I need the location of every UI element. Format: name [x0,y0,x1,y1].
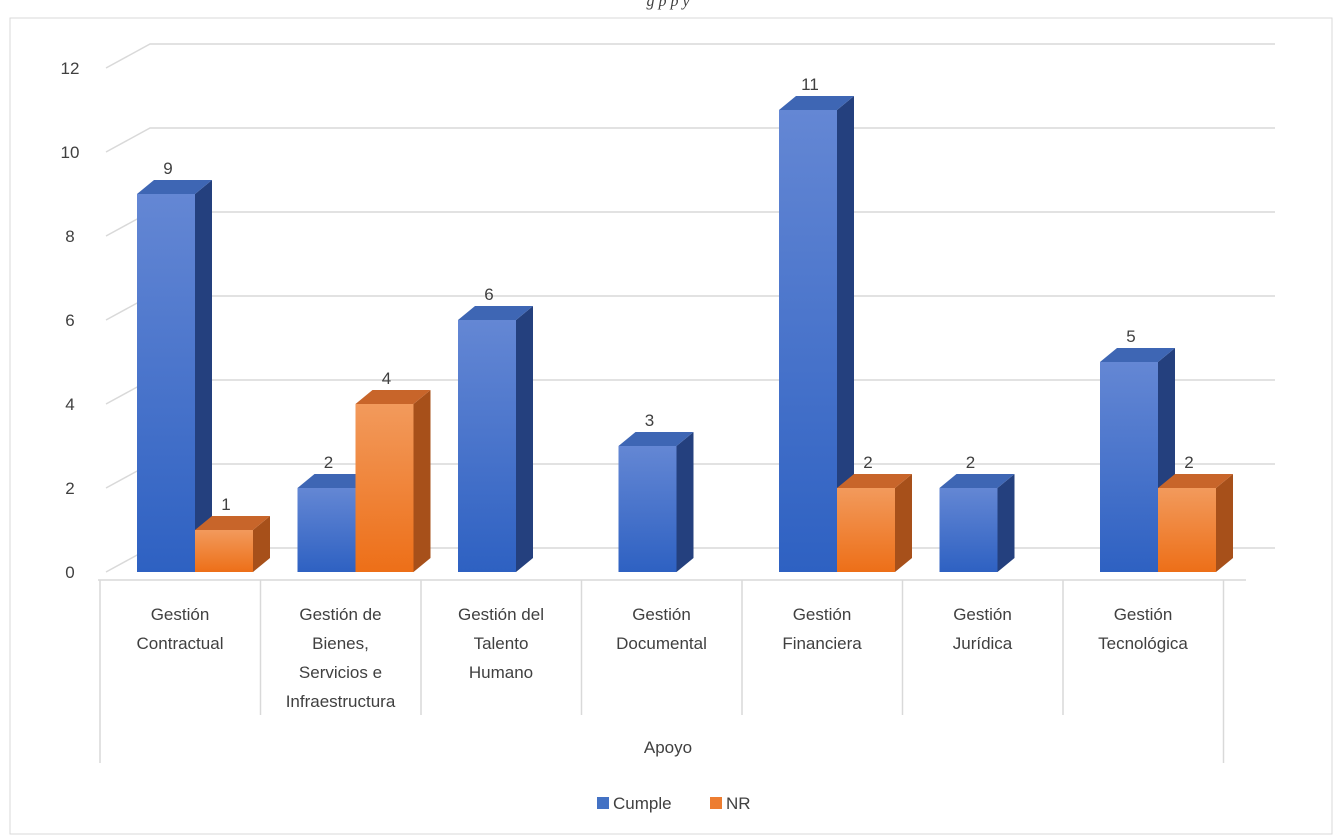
bar-top [355,390,431,404]
category-labels: Gestión Contractual Gestión de Bienes, Servi… [137,605,1189,711]
bar-top [1158,474,1233,488]
y-tick-label: 6 [65,311,74,330]
data-label: 2 [863,453,872,472]
data-label: 2 [966,453,975,472]
category-label: Servicios e [299,663,382,682]
data-label: 4 [382,369,391,388]
data-label: 2 [324,453,333,472]
bar-top [458,306,533,320]
bar-front [195,530,253,572]
bar-side [253,516,270,572]
bar-front [779,110,837,572]
bar-front [458,320,516,572]
legend: Cumple NR [597,794,751,813]
bar-nr [837,474,912,572]
cut-caption-fragment: g p p y [646,0,690,10]
category-label: Gestión [953,605,1012,624]
data-label: 2 [1184,453,1193,472]
bar-top [618,432,694,446]
category-label: Jurídica [953,634,1013,653]
bar-cumple [137,180,212,572]
legend-label: Cumple [613,794,672,813]
bar-cumple [779,96,854,572]
bar-cumple [458,306,533,572]
legend-swatch [597,797,609,809]
bars [137,96,1233,572]
bar-side [676,432,694,572]
category-label: Talento [474,634,529,653]
bar-front [137,194,195,572]
gridline [105,43,1275,69]
category-label: Gestión [793,605,852,624]
y-tick-label: 12 [61,59,80,78]
bar-front [837,488,895,572]
category-label: Infraestructura [286,692,396,711]
legend-swatch [710,797,722,809]
bar-cumple [618,432,694,572]
bar-cumple [939,474,1015,572]
data-label: 11 [801,75,819,94]
category-label: Documental [616,634,707,653]
bar-side [413,390,431,572]
legend-item-nr: NR [710,794,751,813]
y-tick-label: 0 [65,563,74,582]
y-tick-label: 8 [65,227,74,246]
x-axis-group-label: Apoyo [644,738,692,757]
bar-top [297,474,373,488]
bar-side [195,180,212,572]
bar-front [1158,488,1216,572]
bar-front [939,488,998,572]
category-label: Tecnológica [1098,634,1188,653]
category-label: Gestión [632,605,691,624]
category-label: Financiera [782,634,862,653]
bar-side [837,96,854,572]
category-label: Gestión de [299,605,381,624]
bar-top [779,96,854,110]
bar-side [997,474,1015,572]
bar-front [1100,362,1158,572]
legend-item-cumple: Cumple [597,794,672,813]
bar-front [297,488,356,572]
bar-top [1100,348,1175,362]
data-label: 5 [1126,327,1135,346]
bar-top [837,474,912,488]
bar-side [895,474,912,572]
bar-top [939,474,1015,488]
data-label: 9 [163,159,172,178]
bar-front [618,446,677,572]
data-labels: 9 1 2 4 6 3 11 2 2 5 2 [163,75,1193,514]
bar-nr [195,516,270,572]
bar-side [1216,474,1233,572]
y-tick-label: 10 [61,143,80,162]
legend-label: NR [726,794,751,813]
y-tick-label: 4 [65,395,74,414]
data-label: 3 [645,411,654,430]
category-label: Contractual [137,634,224,653]
bar-top [137,180,212,194]
category-label: Bienes, [312,634,369,653]
y-tick-label: 2 [65,479,74,498]
data-label: 6 [484,285,493,304]
data-label: 1 [221,495,230,514]
gridline [105,127,1275,153]
bar-front [355,404,414,572]
category-label: Gestión [151,605,210,624]
category-label: Humano [469,663,533,682]
category-label: Gestión [1114,605,1173,624]
bar-side [516,306,533,572]
bar-nr [1158,474,1233,572]
bar-nr [355,390,431,572]
bar-top [195,516,270,530]
category-label: Gestión del [458,605,544,624]
